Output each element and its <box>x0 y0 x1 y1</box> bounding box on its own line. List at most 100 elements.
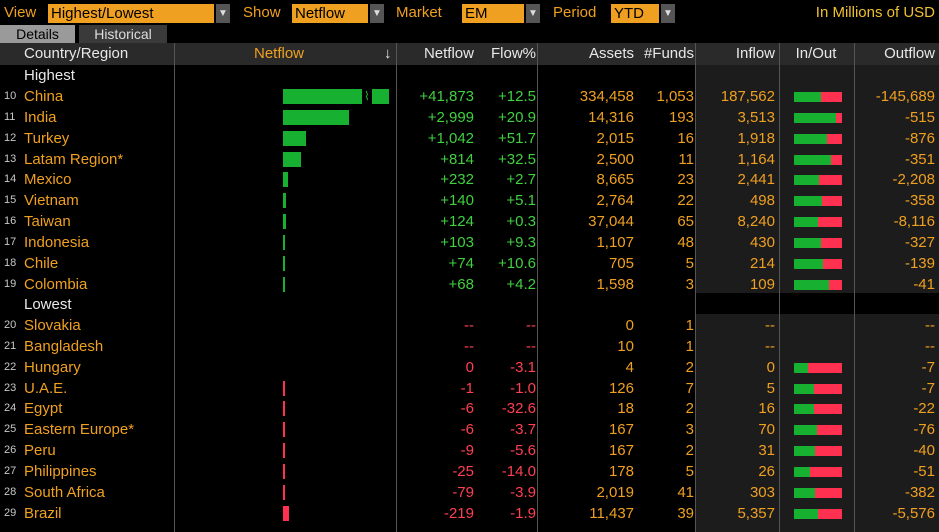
outflow-value: -327 <box>904 233 935 251</box>
table-row[interactable]: 19 Colombia +68 +4.2 1,598 3 109 -41 <box>0 274 939 295</box>
flow-pct-value: -- <box>526 317 536 334</box>
funds-value: 3 <box>685 275 694 293</box>
col-outflow[interactable]: Outflow <box>884 45 935 62</box>
funds-value: 1 <box>685 317 694 334</box>
col-netflow[interactable]: Netflow <box>423 45 474 62</box>
funds-value: 2 <box>685 358 694 376</box>
col-country[interactable]: Country/Region <box>24 45 129 62</box>
period-dropdown[interactable]: YTD <box>611 4 659 23</box>
assets-value: 11,437 <box>589 504 634 522</box>
table-row[interactable]: 18 Chile +74 +10.6 705 5 214 -139 <box>0 253 939 274</box>
netflow-bar <box>283 276 285 292</box>
assets-value: 1,598 <box>596 275 634 293</box>
row-number: 14 <box>4 173 17 186</box>
netflow-bar <box>283 214 286 230</box>
table-row[interactable]: 14 Mexico +232 +2.7 8,665 23 2,441 -2,208 <box>0 169 939 190</box>
outflow-share-bar <box>814 383 842 394</box>
inflow-value: 109 <box>749 275 775 293</box>
country-name: Egypt <box>24 400 63 418</box>
assets-value: 37,044 <box>588 213 634 231</box>
inflow-share-bar <box>794 154 831 165</box>
table-row[interactable]: 28 South Africa -79 -3.9 2,019 41 303 -382 <box>0 482 939 503</box>
funds-value: 7 <box>685 379 694 397</box>
table-row[interactable]: 16 Taiwan +124 +0.3 37,044 65 8,240 -8,116 <box>0 211 939 232</box>
col-inflow[interactable]: Inflow <box>735 45 775 62</box>
outflow-value: -7 <box>921 379 935 397</box>
period-chevron-down-icon[interactable]: ▼ <box>661 4 675 23</box>
table-row[interactable]: 27 Philippines -25 -14.0 178 5 26 -51 <box>0 461 939 482</box>
flow-pct-value: +4.2 <box>506 275 536 293</box>
tab-details[interactable]: Details <box>0 25 75 43</box>
outflow-share-bar <box>836 112 842 123</box>
table-row[interactable]: 12 Turkey +1,042 +51.7 2,015 16 1,918 -876 <box>0 128 939 149</box>
funds-value: 5 <box>685 462 694 480</box>
inflow-value: 31 <box>758 442 775 460</box>
netflow-bar <box>283 193 286 209</box>
outflow-value: -- <box>925 337 935 355</box>
section-highest-label: Highest <box>24 67 75 84</box>
flow-pct-value: +20.9 <box>498 108 536 126</box>
netflow-value: +1,042 <box>427 129 474 147</box>
inflow-share-bar <box>794 487 815 498</box>
netflow-bar <box>283 234 285 250</box>
assets-value: 167 <box>608 421 634 439</box>
outflow-share-bar <box>827 133 842 144</box>
outflow-value: -40 <box>913 442 935 460</box>
funds-value: 2 <box>685 400 694 418</box>
outflow-share-bar <box>808 362 842 373</box>
table-row[interactable]: 25 Eastern Europe* -6 -3.7 167 3 70 -76 <box>0 419 939 440</box>
view-dropdown[interactable]: Highest/Lowest <box>48 4 214 23</box>
table-row[interactable]: 15 Vietnam +140 +5.1 2,764 22 498 -358 <box>0 190 939 211</box>
sort-descending-icon[interactable]: ↓ <box>384 45 392 62</box>
tab-historical[interactable]: Historical <box>79 25 167 43</box>
funds-value: 65 <box>677 213 694 231</box>
table-row[interactable]: 13 Latam Region* +814 +32.5 2,500 11 1,164 -351 <box>0 149 939 170</box>
table-row[interactable]: 21 Bangladesh -- -- 10 1 -- -- <box>0 336 939 357</box>
market-dropdown[interactable]: EM <box>462 4 524 23</box>
col-inout[interactable]: In/Out <box>795 45 837 62</box>
table-row[interactable]: 24 Egypt -6 -32.6 18 2 16 -22 <box>0 398 939 419</box>
country-name: Philippines <box>24 462 97 480</box>
table-row[interactable]: 11 India +2,999 +20.9 14,316 193 3,513 -515 <box>0 107 939 128</box>
inflow-value: 303 <box>749 483 775 501</box>
col-flow-pct[interactable]: Flow% <box>490 45 536 62</box>
flow-pct-value: -1.9 <box>510 504 536 522</box>
netflow-value: -1 <box>460 379 474 397</box>
table-row[interactable]: 22 Hungary 0 -3.1 4 2 0 -7 <box>0 357 939 378</box>
table-row[interactable]: 26 Peru -9 -5.6 167 2 31 -40 <box>0 440 939 461</box>
table-row[interactable]: 20 Slovakia -- -- 0 1 -- -- <box>0 315 939 336</box>
netflow-bar <box>283 401 285 417</box>
market-chevron-down-icon[interactable]: ▼ <box>526 4 540 23</box>
table-row[interactable]: 29 Brazil -219 -1.9 11,437 39 5,357 -5,576 <box>0 503 939 524</box>
col-funds[interactable]: #Funds <box>643 45 694 62</box>
period-label: Period <box>553 4 597 21</box>
country-name: Brazil <box>24 504 62 522</box>
col-assets[interactable]: Assets <box>588 45 634 62</box>
row-number: 24 <box>4 402 17 415</box>
flow-pct-value: -14.0 <box>501 462 536 480</box>
outflow-share-bar <box>819 175 842 186</box>
outflow-value: -351 <box>904 150 935 168</box>
funds-value: 41 <box>677 483 694 501</box>
outflow-value: -358 <box>904 192 935 210</box>
show-dropdown[interactable]: Netflow <box>292 4 368 23</box>
funds-value: 39 <box>677 504 694 522</box>
netflow-bar <box>283 463 285 479</box>
country-name: Bangladesh <box>24 337 104 355</box>
table-row[interactable]: 17 Indonesia +103 +9.3 1,107 48 430 -327 <box>0 232 939 253</box>
netflow-value: -6 <box>460 400 474 418</box>
outflow-share-bar <box>818 508 842 519</box>
inflow-share-bar <box>794 196 822 207</box>
view-label: View <box>4 4 37 21</box>
view-chevron-down-icon[interactable]: ▼ <box>216 4 230 23</box>
show-chevron-down-icon[interactable]: ▼ <box>370 4 384 23</box>
outflow-value: -145,689 <box>875 88 935 105</box>
table-row[interactable]: 10 China ⌇ +41,873 +12.5 334,458 1,053 187,562 -… <box>0 86 939 107</box>
row-number: 17 <box>4 235 17 248</box>
inflow-value: 1,164 <box>737 150 775 168</box>
row-number: 28 <box>4 485 17 498</box>
outflow-share-bar <box>829 279 842 290</box>
row-number: 12 <box>4 131 17 144</box>
col-netflow-bar[interactable]: Netflow <box>254 45 305 62</box>
table-row[interactable]: 23 U.A.E. -1 -1.0 126 7 5 -7 <box>0 378 939 399</box>
